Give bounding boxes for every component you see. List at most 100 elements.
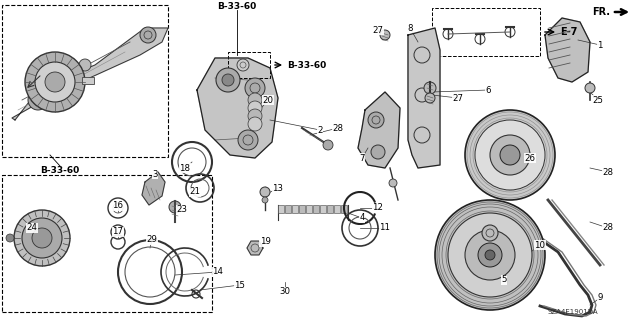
Circle shape xyxy=(260,187,270,197)
Text: FR.: FR. xyxy=(592,7,610,17)
Text: 29: 29 xyxy=(147,236,157,244)
Circle shape xyxy=(490,135,530,175)
Circle shape xyxy=(45,72,65,92)
Circle shape xyxy=(465,230,515,280)
Text: 7: 7 xyxy=(359,154,365,163)
Text: 13: 13 xyxy=(273,183,284,193)
Circle shape xyxy=(28,90,48,110)
Circle shape xyxy=(485,250,495,260)
Text: 28: 28 xyxy=(602,167,614,177)
Text: 10: 10 xyxy=(534,241,545,250)
Text: 23: 23 xyxy=(177,205,188,214)
Circle shape xyxy=(248,109,262,123)
Circle shape xyxy=(6,234,14,242)
Bar xyxy=(334,205,340,213)
Circle shape xyxy=(323,140,333,150)
Polygon shape xyxy=(142,172,165,205)
Circle shape xyxy=(500,145,520,165)
Text: B-33-60: B-33-60 xyxy=(40,165,79,174)
Text: 12: 12 xyxy=(372,204,383,212)
Text: 6: 6 xyxy=(485,85,491,94)
Bar xyxy=(306,205,312,213)
Circle shape xyxy=(248,101,262,115)
Text: 14: 14 xyxy=(212,268,223,276)
Text: 5: 5 xyxy=(501,276,507,284)
Text: 2: 2 xyxy=(317,125,323,134)
Bar xyxy=(432,8,540,56)
Text: 30: 30 xyxy=(280,287,291,297)
Text: 19: 19 xyxy=(260,237,271,246)
Polygon shape xyxy=(247,241,263,255)
Circle shape xyxy=(248,93,262,107)
Circle shape xyxy=(79,59,91,71)
Text: 24: 24 xyxy=(26,223,38,233)
Circle shape xyxy=(25,52,85,112)
Circle shape xyxy=(262,197,268,203)
Text: B-33-60: B-33-60 xyxy=(218,2,257,11)
Bar xyxy=(313,205,319,213)
Circle shape xyxy=(465,110,555,200)
Circle shape xyxy=(425,93,435,103)
Bar xyxy=(341,205,347,213)
Circle shape xyxy=(22,218,62,258)
Circle shape xyxy=(248,117,262,131)
Text: 8: 8 xyxy=(407,23,413,33)
Circle shape xyxy=(380,30,390,40)
Bar xyxy=(2,5,168,157)
Bar xyxy=(299,205,305,213)
Text: 27: 27 xyxy=(452,93,463,102)
Text: 17: 17 xyxy=(113,228,124,236)
Text: E-7: E-7 xyxy=(560,27,577,37)
Bar xyxy=(285,205,291,213)
Polygon shape xyxy=(358,92,400,168)
Bar xyxy=(278,205,284,213)
Circle shape xyxy=(222,74,234,86)
Circle shape xyxy=(435,200,545,310)
Circle shape xyxy=(585,83,595,93)
Circle shape xyxy=(35,62,75,102)
Bar xyxy=(292,205,298,213)
Text: 16: 16 xyxy=(113,202,124,211)
Circle shape xyxy=(216,68,240,92)
Circle shape xyxy=(32,228,52,248)
Polygon shape xyxy=(197,58,278,158)
Circle shape xyxy=(169,201,181,213)
Text: B-33-60: B-33-60 xyxy=(287,60,326,69)
Polygon shape xyxy=(408,28,440,168)
Text: 28: 28 xyxy=(602,223,614,233)
Text: 26: 26 xyxy=(525,154,536,163)
Bar xyxy=(228,52,270,78)
Circle shape xyxy=(14,210,70,266)
Text: 28: 28 xyxy=(333,124,344,132)
Text: 11: 11 xyxy=(380,223,390,233)
Polygon shape xyxy=(12,28,168,120)
Text: 20: 20 xyxy=(262,95,273,105)
Circle shape xyxy=(448,213,532,297)
Circle shape xyxy=(140,27,156,43)
Text: 25: 25 xyxy=(593,95,604,105)
Bar xyxy=(320,205,326,213)
Circle shape xyxy=(482,225,498,241)
Circle shape xyxy=(478,243,502,267)
Text: 18: 18 xyxy=(179,164,191,172)
Text: 27: 27 xyxy=(372,26,383,35)
Circle shape xyxy=(238,130,258,150)
Bar xyxy=(82,77,94,84)
Text: 4: 4 xyxy=(359,213,365,222)
Circle shape xyxy=(245,78,265,98)
Text: 21: 21 xyxy=(189,188,200,196)
Text: 1: 1 xyxy=(597,41,603,50)
Text: 15: 15 xyxy=(234,281,246,290)
Text: SZA4E1901DA: SZA4E1901DA xyxy=(547,309,598,315)
Circle shape xyxy=(389,179,397,187)
Bar xyxy=(2,175,212,312)
Bar xyxy=(327,205,333,213)
Circle shape xyxy=(371,145,385,159)
Circle shape xyxy=(368,112,384,128)
Polygon shape xyxy=(545,18,590,82)
Text: 9: 9 xyxy=(597,293,603,302)
Circle shape xyxy=(475,120,545,190)
Text: 3: 3 xyxy=(152,170,157,179)
Circle shape xyxy=(237,59,249,71)
Circle shape xyxy=(424,82,436,94)
